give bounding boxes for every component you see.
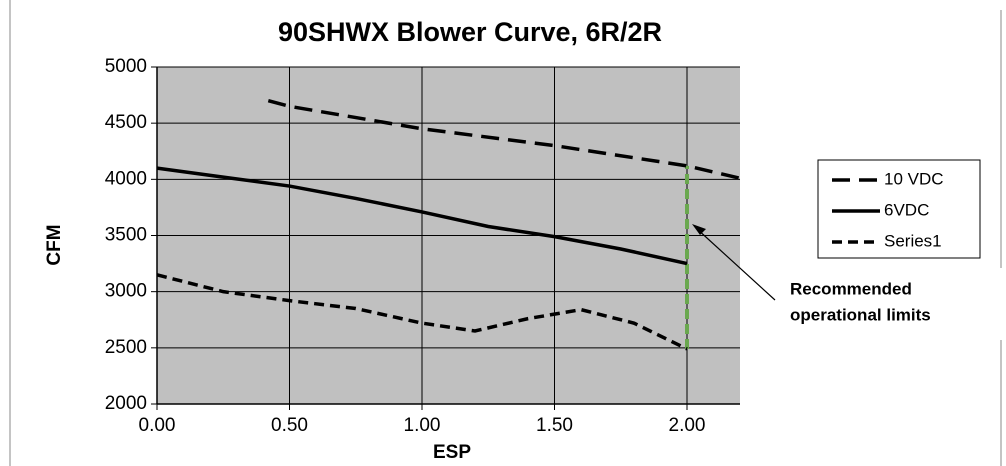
x-tick-label: 2.00	[669, 415, 706, 436]
y-tick-label: 2500	[105, 337, 147, 358]
legend-label: 6VDC	[884, 200, 929, 219]
chart-title: 90SHWX Blower Curve, 6R/2R	[278, 17, 662, 47]
x-tick-label: 1.50	[536, 415, 573, 436]
y-tick-label: 3500	[105, 225, 147, 246]
annotation-text: Recommended	[790, 279, 912, 298]
y-tick-label: 5000	[105, 56, 147, 77]
y-axis-label: CFM	[44, 224, 65, 265]
legend-label: Series1	[884, 231, 942, 250]
x-tick-label: 0.00	[139, 415, 176, 436]
series-line	[156, 166, 688, 266]
y-tick-label: 3000	[105, 281, 147, 302]
x-tick-label: 1.00	[404, 415, 441, 436]
series-line	[156, 273, 688, 351]
arrow-head	[692, 224, 706, 235]
x-tick-label: 0.50	[271, 415, 308, 436]
y-tick-label: 4500	[105, 112, 147, 133]
y-tick-label: 2000	[105, 393, 147, 414]
legend-label: 10 VDC	[884, 169, 944, 188]
y-tick-label: 4000	[105, 168, 147, 189]
series-line	[267, 99, 741, 180]
annotation-text: operational limits	[790, 305, 931, 324]
legend-box	[817, 159, 981, 259]
x-axis-label: ESP	[433, 442, 471, 463]
annotation-arrow	[695, 227, 776, 301]
